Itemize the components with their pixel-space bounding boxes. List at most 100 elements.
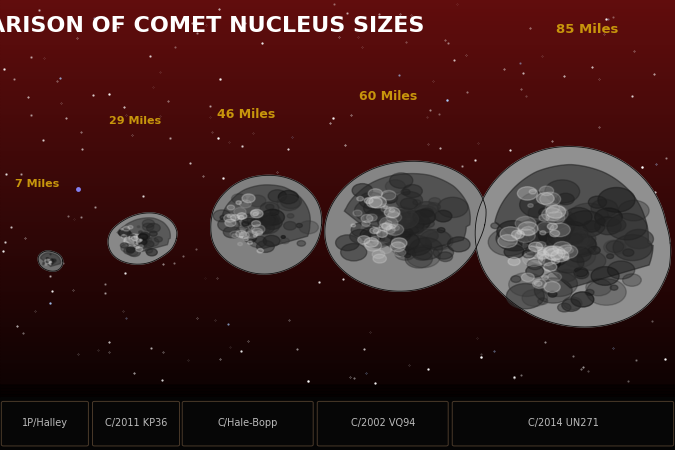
Bar <box>0 89 675 90</box>
Bar <box>0 251 675 252</box>
Circle shape <box>261 213 269 218</box>
Bar <box>0 147 675 148</box>
Circle shape <box>544 250 567 266</box>
Circle shape <box>427 202 440 211</box>
Bar <box>0 84 675 86</box>
Bar <box>0 302 675 303</box>
Text: 60 Miles: 60 Miles <box>359 90 417 104</box>
Bar <box>0 123 675 125</box>
Circle shape <box>558 270 576 282</box>
Circle shape <box>537 222 554 233</box>
Circle shape <box>386 212 402 222</box>
Bar <box>0 438 675 440</box>
Circle shape <box>518 222 538 235</box>
Circle shape <box>379 217 398 229</box>
Circle shape <box>137 226 140 228</box>
Circle shape <box>539 214 575 238</box>
Bar <box>0 397 675 399</box>
Bar <box>0 444 675 446</box>
Text: C/Hale-Bopp: C/Hale-Bopp <box>217 418 278 428</box>
Bar <box>0 235 675 237</box>
Circle shape <box>137 238 145 243</box>
Circle shape <box>413 209 435 225</box>
Circle shape <box>242 194 255 202</box>
Circle shape <box>127 248 138 256</box>
Bar <box>0 207 675 208</box>
Circle shape <box>45 264 47 266</box>
Bar <box>0 189 675 190</box>
Circle shape <box>281 238 290 244</box>
Circle shape <box>509 273 544 297</box>
Circle shape <box>539 208 551 216</box>
Bar <box>0 346 675 348</box>
Bar <box>0 216 675 217</box>
Circle shape <box>135 238 147 247</box>
Circle shape <box>139 245 143 248</box>
Circle shape <box>225 219 236 227</box>
Circle shape <box>142 223 154 231</box>
Circle shape <box>352 184 373 198</box>
Bar <box>0 291 675 293</box>
Circle shape <box>213 210 231 222</box>
Circle shape <box>389 225 396 229</box>
Circle shape <box>357 197 364 201</box>
Circle shape <box>281 195 302 208</box>
Polygon shape <box>124 234 145 247</box>
Circle shape <box>537 251 549 259</box>
Bar <box>0 426 675 428</box>
Bar <box>0 63 675 64</box>
Bar <box>0 219 675 220</box>
Circle shape <box>288 214 294 218</box>
Circle shape <box>529 242 543 252</box>
Bar <box>0 127 675 129</box>
Circle shape <box>296 223 302 228</box>
FancyBboxPatch shape <box>1 401 88 446</box>
Bar <box>0 215 675 216</box>
Bar <box>0 399 675 400</box>
Bar <box>0 48 675 50</box>
Bar <box>0 279 675 280</box>
Bar <box>0 388 675 390</box>
Circle shape <box>341 243 367 261</box>
Bar <box>0 343 675 345</box>
Circle shape <box>543 246 558 256</box>
Bar <box>0 198 675 199</box>
Circle shape <box>546 205 566 218</box>
Circle shape <box>500 227 521 241</box>
Bar <box>0 336 675 338</box>
Bar <box>0 82 675 84</box>
Circle shape <box>508 257 520 266</box>
Circle shape <box>558 245 578 258</box>
Bar <box>0 307 675 309</box>
Circle shape <box>373 228 381 234</box>
Circle shape <box>364 240 381 251</box>
Bar <box>0 12 675 14</box>
Circle shape <box>410 238 443 260</box>
Bar <box>0 129 675 130</box>
Bar <box>0 292 675 294</box>
Bar <box>0 60 675 62</box>
Circle shape <box>595 208 622 226</box>
Circle shape <box>124 248 134 254</box>
Circle shape <box>413 200 421 205</box>
Circle shape <box>595 217 621 235</box>
Bar <box>0 237 675 238</box>
Bar <box>0 359 675 360</box>
Circle shape <box>521 226 535 236</box>
Circle shape <box>249 236 267 248</box>
Bar <box>0 248 675 249</box>
Bar <box>0 261 675 262</box>
Bar <box>0 183 675 184</box>
Bar <box>0 405 675 406</box>
Bar <box>0 341 675 342</box>
Circle shape <box>545 180 580 203</box>
Circle shape <box>406 226 418 234</box>
Circle shape <box>607 213 647 240</box>
Circle shape <box>369 231 394 247</box>
Polygon shape <box>522 227 580 265</box>
Circle shape <box>335 235 359 251</box>
Bar <box>0 132 675 134</box>
Bar <box>0 36 675 37</box>
Bar <box>0 400 675 402</box>
Circle shape <box>413 219 425 227</box>
